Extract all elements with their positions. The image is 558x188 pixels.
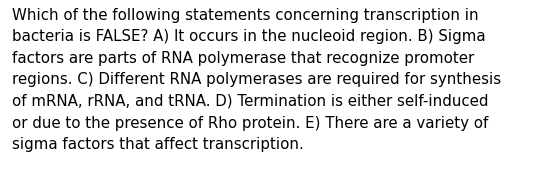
Text: Which of the following statements concerning transcription in
bacteria is FALSE?: Which of the following statements concer… xyxy=(12,8,502,152)
